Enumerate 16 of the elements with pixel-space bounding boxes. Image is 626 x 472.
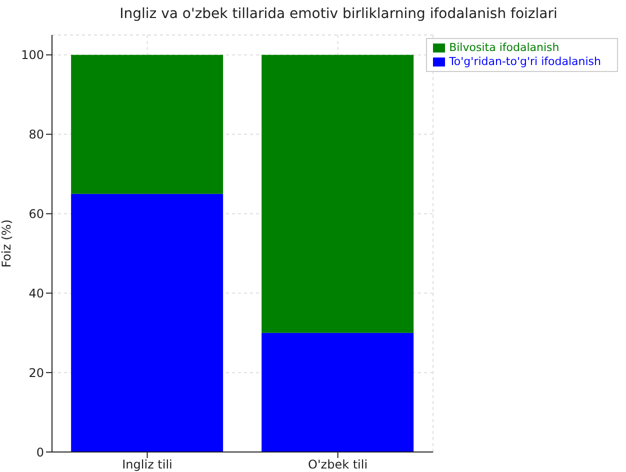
y-tick-label: 20 [28, 366, 44, 380]
x-tick-label: Ingliz tili [122, 458, 172, 472]
y-tick-label: 100 [21, 48, 44, 62]
bar [262, 54, 414, 333]
y-tick-label: 60 [28, 206, 44, 221]
legend-label: To'g'ridan-to'g'ri ifodalanish [449, 55, 601, 68]
legend-label: Bilvosita ifodalanish [449, 41, 560, 54]
y-tick-label: 80 [28, 128, 44, 142]
bar [262, 332, 414, 452]
x-tick-label: O'zbek tili [308, 458, 368, 472]
y-tick-label: 40 [28, 286, 44, 300]
y-tick-label: 0 [36, 445, 44, 460]
bar [71, 194, 224, 452]
y-axis-title: Foiz (%) [0, 219, 14, 268]
bar [71, 54, 224, 194]
chart-title: Ingliz va o'zbek tillarida emotiv birliklarning ifodalanish foizlari [118, 6, 558, 22]
